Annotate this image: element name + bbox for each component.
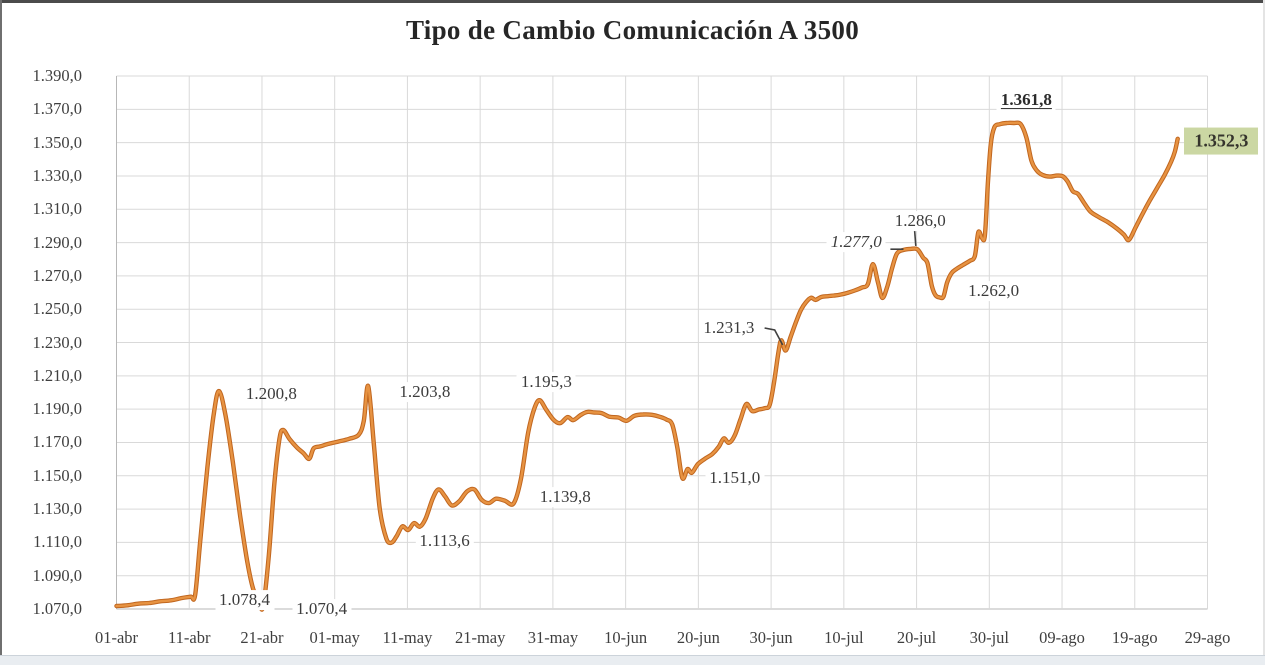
label-leader-line (764, 327, 784, 346)
frame-right-border (1263, 0, 1265, 664)
frame-left-border (0, 0, 2, 664)
chart-title: Tipo de Cambio Comunicación A 3500 (405, 15, 860, 45)
frame-top-border (0, 0, 1265, 3)
series-line (115, 121, 1179, 611)
frame-bottom-strip (0, 655, 1265, 665)
label-leader-line (913, 227, 917, 246)
series-line-outline (114, 120, 1180, 612)
gridlines (116, 75, 1208, 610)
